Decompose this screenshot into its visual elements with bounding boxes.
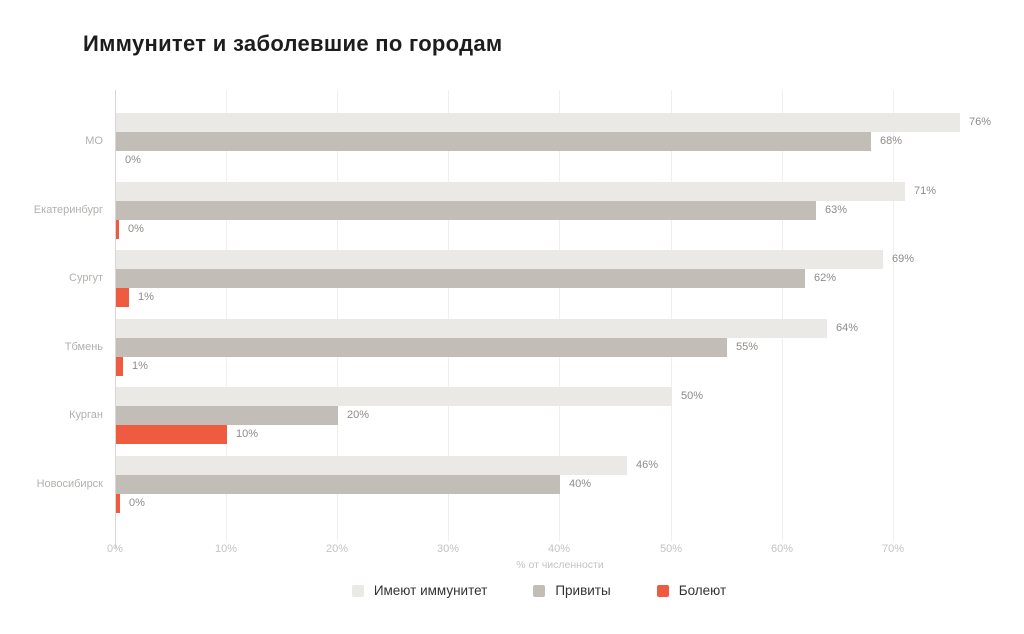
bar-value-label: 1% [132, 359, 148, 372]
legend-swatch-icon [351, 584, 364, 597]
category-label: Новосибирск [36, 477, 103, 490]
gridline-10% [226, 90, 227, 541]
bar[interactable] [116, 318, 827, 338]
bar[interactable] [116, 406, 338, 425]
bar-value-label: 1% [138, 291, 154, 303]
bar-value-label: 64% [836, 321, 859, 334]
y-axis-line [115, 90, 116, 549]
legend-item[interactable]: Привиты [533, 583, 611, 598]
gridline-70% [893, 90, 894, 541]
legend-label: Болеют [678, 583, 727, 598]
legend: Имеют иммунитет Привиты Болеют [0, 583, 1024, 598]
x-tick-label: 50% [659, 543, 683, 555]
bar-value-label: 76% [969, 116, 992, 128]
bar[interactable] [116, 200, 816, 220]
bar-value-label: 69% [892, 253, 915, 265]
plot-area: % от численности 0% 10% 20% 30% 40% 50% 60% 70%… [34, 90, 1000, 571]
bar[interactable] [116, 474, 560, 494]
bar-value-label: 0% [125, 154, 141, 166]
category-label: Тбмень [64, 340, 103, 353]
gridline-30% [448, 90, 449, 541]
bar[interactable] [116, 493, 120, 513]
x-tick-label: 20% [325, 543, 349, 555]
chart-title: Иммунитет и заболевшие по городам [83, 31, 503, 56]
bar[interactable] [116, 425, 227, 444]
category-label: Курган [69, 409, 103, 421]
bar[interactable] [116, 132, 871, 151]
gridline-50% [671, 90, 672, 541]
bar[interactable] [116, 113, 960, 132]
x-tick-label: 70% [881, 543, 905, 555]
bar[interactable] [116, 288, 129, 307]
gridline-40% [559, 90, 560, 541]
x-axis-title: % от численности [516, 559, 604, 571]
bar[interactable] [116, 269, 805, 288]
bar-value-label: 46% [636, 458, 659, 471]
bar[interactable] [116, 387, 672, 406]
bar-value-label: 68% [880, 135, 903, 147]
x-tick-label: 60% [770, 543, 794, 555]
bar[interactable] [116, 455, 627, 475]
bar-value-label: 10% [236, 428, 259, 440]
bar[interactable] [116, 337, 727, 357]
bar-value-label: 20% [347, 409, 370, 421]
legend-item[interactable]: Болеют [656, 583, 727, 598]
bar[interactable] [116, 219, 119, 239]
bar[interactable] [116, 356, 123, 376]
x-tick-label: 40% [547, 543, 571, 555]
category-label: Екатеринбург [33, 203, 103, 216]
x-tick-label: 10% [214, 543, 238, 555]
bar-value-label: 63% [825, 203, 848, 216]
legend-swatch-icon [656, 584, 669, 597]
legend-item[interactable]: Имеют иммунитет [351, 583, 488, 598]
bar-value-label: 40% [569, 477, 592, 490]
category-label: МО [85, 135, 103, 147]
gridline-20% [337, 90, 338, 541]
bar-value-label: 55% [736, 340, 759, 353]
bar-value-label: 50% [681, 390, 704, 402]
bar-value-label: 62% [814, 272, 837, 284]
x-tick-label: 0% [107, 543, 123, 555]
legend-swatch-icon [533, 584, 546, 597]
bar-value-label: 0% [129, 496, 145, 509]
category-label: Сургут [69, 272, 103, 284]
bar-value-label: 71% [914, 184, 937, 197]
x-tick-label: 30% [436, 543, 460, 555]
legend-label: Привиты [555, 583, 611, 598]
bar-value-label: 0% [128, 222, 144, 235]
gridline-60% [782, 90, 783, 541]
bar[interactable] [116, 181, 905, 201]
bar[interactable] [116, 250, 883, 269]
legend-label: Имеют иммунитет [373, 583, 488, 598]
